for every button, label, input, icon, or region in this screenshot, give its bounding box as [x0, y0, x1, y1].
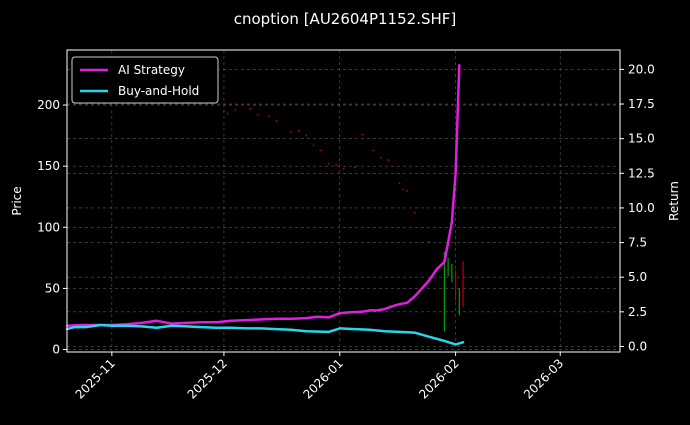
price-mark	[234, 109, 237, 111]
price-mark	[297, 129, 300, 132]
x-tick-label: 2025-11	[73, 356, 118, 401]
price-mark	[406, 189, 408, 192]
price-mark	[428, 241, 431, 243]
price-marks-layer	[223, 107, 464, 332]
price-mark	[249, 107, 251, 110]
y2-tick-label: 20.0	[628, 62, 655, 76]
y2-tick-label: 10.0	[628, 201, 655, 215]
price-mark	[335, 164, 337, 166]
price-mark	[413, 211, 416, 214]
axes-layer: 2025-11 2025-12 2026-01 2026-02 2026-03 0 50 10…	[37, 62, 655, 401]
legend-label-ai-strategy: AI Strategy	[118, 63, 185, 77]
price-mark	[267, 115, 270, 117]
price-mark	[353, 166, 356, 169]
series-line-buy-and-hold	[65, 323, 465, 346]
price-mark	[387, 159, 390, 161]
y2-tick-label: 5.0	[628, 270, 647, 284]
y-tick-label: 150	[37, 159, 60, 173]
price-mark	[342, 167, 345, 170]
y-tick-label: 100	[37, 220, 60, 234]
price-mark	[312, 144, 315, 147]
price-mark	[226, 112, 229, 115]
y2-tick-label: 7.5	[628, 236, 647, 250]
y2-tick-label: 2.5	[628, 305, 647, 319]
price-mark	[305, 134, 308, 137]
price-mark	[320, 149, 322, 152]
legend-label-buy-and-hold: Buy-and-Hold	[118, 84, 199, 98]
x-tick-label: 2026-02	[416, 356, 461, 401]
chart-title: cnoption [AU2604P1152.SHF]	[234, 10, 457, 28]
legend-frame	[71, 56, 219, 104]
price-mark	[275, 120, 278, 122]
y2-tick-label: 12.5	[628, 166, 655, 180]
y-axis-label: Price	[10, 186, 24, 215]
y2-tick-label: 15.0	[628, 132, 655, 146]
x-tick-label: 2026-03	[521, 356, 566, 401]
price-mark	[361, 133, 364, 136]
y-tick-label: 0	[52, 343, 60, 357]
price-mark	[290, 131, 293, 133]
series-layer	[65, 63, 465, 346]
y2-tick-label: 17.5	[628, 97, 655, 111]
x-tick-label: 2025-12	[185, 356, 230, 401]
grid-layer	[67, 50, 620, 352]
plot-frame	[66, 49, 621, 353]
price-mark	[402, 188, 405, 191]
price-mark	[379, 156, 382, 159]
x-tick-label: 2026-01	[301, 356, 346, 401]
y2-tick-label: 0.0	[628, 339, 647, 353]
price-mark	[223, 110, 225, 113]
y-tick-label: 200	[37, 98, 60, 112]
price-mark	[372, 149, 375, 152]
series-line-ai-strategy	[65, 63, 461, 327]
price-mark	[327, 162, 330, 165]
y2-axis-label: Return	[667, 181, 681, 221]
price-mark	[398, 182, 401, 185]
y-tick-label: 50	[45, 281, 60, 295]
legend: AI Strategy Buy-and-Hold	[71, 56, 219, 104]
price-mark	[256, 113, 259, 116]
